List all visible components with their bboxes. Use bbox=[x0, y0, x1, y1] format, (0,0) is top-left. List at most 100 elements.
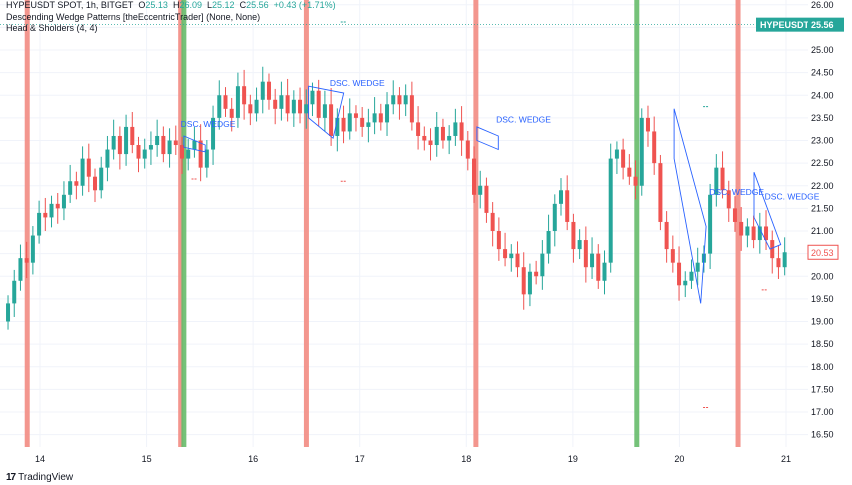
candle-body bbox=[248, 104, 253, 114]
candle-body bbox=[571, 221, 576, 250]
candle-body bbox=[602, 262, 607, 281]
pattern-label[interactable]: DSC. WEDGE bbox=[709, 187, 764, 197]
low-value: 25.12 bbox=[212, 0, 235, 10]
chart-legend: HYPEUSDT SPOT, 1h, BITGET O25.13 H26.09 … bbox=[6, 0, 336, 35]
candle-body bbox=[55, 203, 60, 209]
pattern-label[interactable]: DSC. WEDGE bbox=[181, 119, 236, 129]
candle-body bbox=[782, 252, 787, 268]
candle-body bbox=[347, 113, 352, 132]
candle-body bbox=[124, 126, 129, 155]
candle-body bbox=[130, 126, 135, 146]
x-axis-tick-label: 19 bbox=[568, 454, 578, 464]
candle-body bbox=[757, 226, 762, 241]
candle-body bbox=[192, 140, 197, 150]
candle-body bbox=[565, 190, 570, 222]
candle-body bbox=[714, 167, 719, 195]
y-axis-tick-label: 19.00 bbox=[811, 317, 834, 327]
wedge-outline bbox=[476, 126, 499, 151]
candle-body bbox=[683, 280, 688, 286]
candle-body bbox=[372, 113, 377, 123]
candle-body bbox=[161, 135, 166, 155]
candle-body bbox=[770, 240, 775, 259]
candle-body bbox=[260, 81, 265, 100]
candle-body bbox=[385, 104, 390, 123]
candle-body bbox=[745, 226, 750, 236]
x-axis-tick-label: 15 bbox=[142, 454, 152, 464]
candle-body bbox=[12, 280, 17, 304]
candle-body bbox=[111, 135, 116, 150]
pattern-label[interactable]: DSC. WEDGE bbox=[496, 114, 551, 124]
candle-body bbox=[540, 253, 545, 277]
y-axis-tick-label: 24.50 bbox=[811, 68, 834, 78]
y-axis-tick-label: 23.50 bbox=[811, 113, 834, 123]
x-axis-tick-label: 18 bbox=[461, 454, 471, 464]
wedge-outline bbox=[753, 172, 782, 250]
y-axis-tick-label: 21.50 bbox=[811, 203, 834, 213]
candle-body bbox=[503, 249, 508, 259]
candle-body bbox=[223, 95, 228, 109]
y-axis-tick-label: 26.00 bbox=[811, 0, 834, 10]
session-band-green bbox=[634, 0, 640, 447]
candle-body bbox=[776, 258, 781, 268]
candle-body bbox=[751, 226, 756, 241]
y-axis-tick-label: 20.00 bbox=[811, 271, 834, 281]
candle-body bbox=[74, 181, 79, 186]
candle-body bbox=[627, 167, 632, 177]
candle-body bbox=[148, 145, 153, 150]
candle-body bbox=[490, 212, 495, 231]
pattern-label[interactable]: DSC. WEDGE bbox=[330, 78, 385, 88]
candle-body bbox=[117, 135, 122, 155]
tradingview-logo-icon: 17 bbox=[6, 472, 16, 483]
candle-body bbox=[596, 253, 601, 281]
change-value: +0.43 (+1.71%) bbox=[273, 0, 336, 10]
candle-body bbox=[353, 113, 358, 118]
candle-body bbox=[322, 104, 327, 118]
candle-body bbox=[590, 253, 595, 268]
candle-body bbox=[527, 271, 532, 295]
legend-indicator-head-shoulders[interactable]: Head & Sholders (4, 4) bbox=[6, 23, 98, 33]
candle-body bbox=[43, 212, 48, 218]
candle-body bbox=[242, 86, 247, 105]
candle-body bbox=[235, 86, 240, 118]
open-value: 25.13 bbox=[145, 0, 168, 10]
tradingview-footer[interactable]: 17 TradingView bbox=[6, 472, 73, 483]
session-band-red bbox=[178, 0, 184, 447]
candle-body bbox=[416, 122, 421, 136]
pattern-label[interactable]: DSC. WEDGE bbox=[765, 191, 820, 201]
candle-body bbox=[708, 194, 713, 254]
y-axis-tick-label: 19.50 bbox=[811, 294, 834, 304]
candle-body bbox=[409, 95, 414, 123]
candle-body bbox=[614, 149, 619, 159]
high-label: H bbox=[172, 0, 180, 10]
candle-body bbox=[80, 158, 85, 186]
candle-body bbox=[720, 167, 725, 191]
candle-body bbox=[179, 145, 184, 159]
candle-body bbox=[664, 221, 669, 250]
candle-body bbox=[360, 117, 365, 127]
candle-body bbox=[639, 117, 644, 186]
candle-body bbox=[422, 135, 427, 141]
candle-body bbox=[434, 126, 439, 146]
price-badge-text: 20.53 bbox=[811, 248, 834, 258]
candle-body bbox=[677, 262, 682, 286]
candle-body bbox=[447, 135, 452, 141]
session-band-red bbox=[473, 0, 479, 447]
candle-body bbox=[211, 117, 216, 150]
candle-body bbox=[509, 253, 514, 259]
candle-body bbox=[670, 249, 675, 263]
legend-indicator-wedge[interactable]: Descending Wedge Patterns [theEccentricT… bbox=[6, 11, 261, 22]
candle-body bbox=[695, 262, 700, 272]
candle-body bbox=[633, 176, 638, 186]
candle-body bbox=[204, 149, 209, 168]
candle-body bbox=[24, 258, 29, 263]
candle-body bbox=[86, 158, 91, 177]
candle-body bbox=[310, 90, 315, 105]
candle-body bbox=[173, 140, 178, 146]
candle-body bbox=[689, 271, 694, 281]
candle-body bbox=[316, 90, 321, 118]
candle-body bbox=[496, 231, 501, 250]
candle-body bbox=[217, 95, 222, 118]
candle-body bbox=[608, 158, 613, 263]
tradingview-brand: TradingView bbox=[18, 472, 74, 483]
